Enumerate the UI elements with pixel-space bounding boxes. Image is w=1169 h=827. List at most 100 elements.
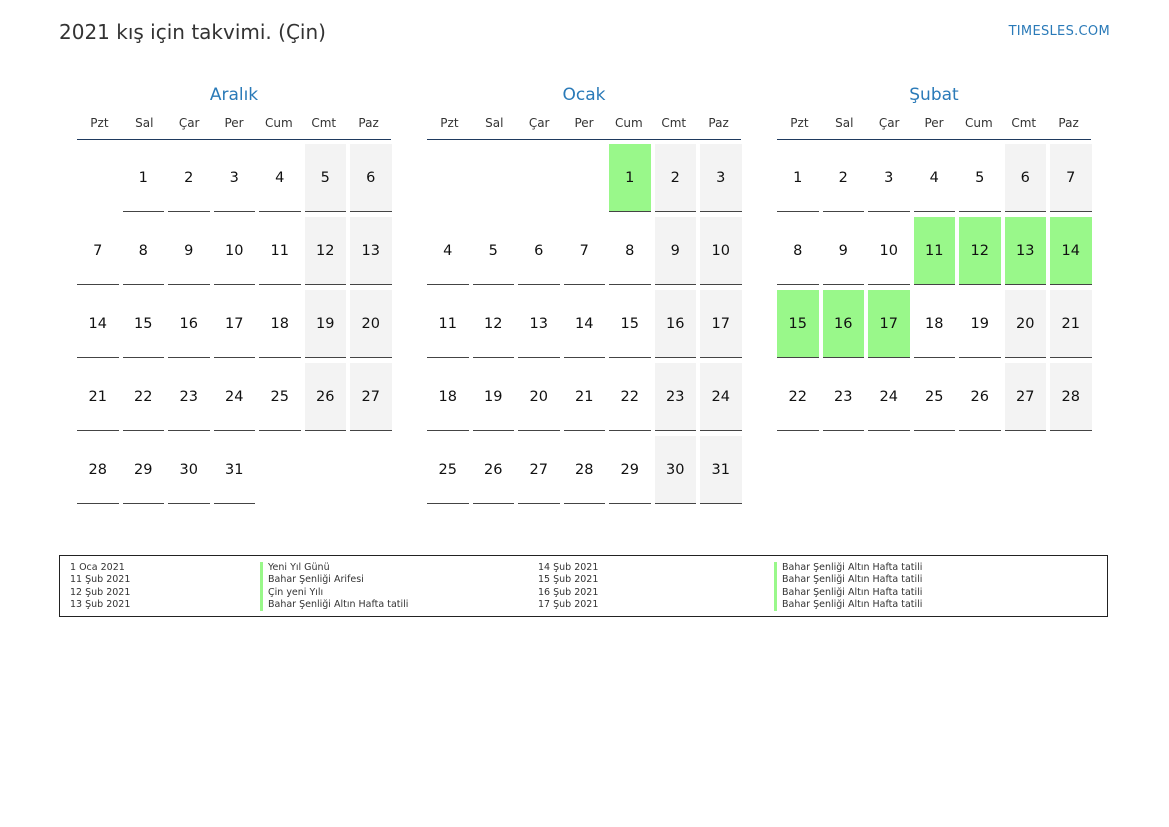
day-cell[interactable]: 20 — [1004, 290, 1046, 358]
day-cell[interactable]: 4 — [259, 144, 301, 212]
day-cell[interactable]: 7 — [563, 217, 605, 285]
day-cell[interactable]: 3 — [700, 144, 742, 212]
holiday-day-cell[interactable]: 11 — [913, 217, 955, 285]
day-cell[interactable]: 24 — [213, 363, 255, 431]
day-cell[interactable]: 21 — [1050, 290, 1092, 358]
holiday-day-cell[interactable]: 14 — [1050, 217, 1092, 285]
day-cell[interactable]: 12 — [304, 217, 346, 285]
day-cell[interactable]: 15 — [609, 290, 651, 358]
holiday-day-cell[interactable]: 17 — [868, 290, 910, 358]
day-cell[interactable]: 1 — [777, 144, 819, 212]
day-cell[interactable]: 3 — [868, 144, 910, 212]
day-cell[interactable]: 12 — [472, 290, 514, 358]
day-cell[interactable]: 29 — [609, 436, 651, 504]
day-cell[interactable]: 8 — [609, 217, 651, 285]
legend-date: 1 Oca 2021 — [70, 562, 125, 573]
day-cell[interactable]: 1 — [122, 144, 164, 212]
day-cell[interactable]: 5 — [472, 217, 514, 285]
holiday-day-cell[interactable]: 12 — [959, 217, 1001, 285]
day-cell[interactable]: 23 — [168, 363, 210, 431]
day-cell[interactable]: 24 — [700, 363, 742, 431]
day-cell[interactable]: 10 — [700, 217, 742, 285]
day-cell[interactable]: 16 — [654, 290, 696, 358]
holiday-day-cell[interactable]: 1 — [609, 144, 651, 212]
day-cell[interactable]: 17 — [213, 290, 255, 358]
day-cell[interactable]: 10 — [213, 217, 255, 285]
day-cell[interactable]: 15 — [122, 290, 164, 358]
day-cell[interactable]: 31 — [213, 436, 255, 504]
day-cell[interactable]: 19 — [304, 290, 346, 358]
day-cell[interactable]: 25 — [427, 436, 469, 504]
day-cell[interactable]: 30 — [654, 436, 696, 504]
day-cell[interactable]: 26 — [959, 363, 1001, 431]
day-cell[interactable]: 11 — [259, 217, 301, 285]
day-cell[interactable]: 30 — [168, 436, 210, 504]
day-cell[interactable]: 2 — [168, 144, 210, 212]
day-cell[interactable]: 17 — [700, 290, 742, 358]
day-cell[interactable]: 23 — [822, 363, 864, 431]
day-cell[interactable]: 13 — [518, 290, 560, 358]
day-cell[interactable]: 27 — [518, 436, 560, 504]
day-cell[interactable]: 23 — [654, 363, 696, 431]
day-cell[interactable]: 4 — [913, 144, 955, 212]
day-cell[interactable]: 26 — [472, 436, 514, 504]
day-cell[interactable]: 27 — [1004, 363, 1046, 431]
day-cell[interactable]: 6 — [350, 144, 392, 212]
weekday-label: Cum — [265, 116, 293, 130]
day-cell[interactable]: 6 — [518, 217, 560, 285]
day-cell[interactable]: 26 — [304, 363, 346, 431]
weekday-header: Pzt Sal Çar Per Cum Cmt Paz — [427, 115, 741, 140]
day-cell[interactable]: 3 — [213, 144, 255, 212]
day-cell[interactable]: 24 — [868, 363, 910, 431]
day-cell[interactable]: 6 — [1004, 144, 1046, 212]
day-cell[interactable]: 22 — [122, 363, 164, 431]
day-cell[interactable]: 27 — [350, 363, 392, 431]
day-cell[interactable]: 13 — [350, 217, 392, 285]
day-cell[interactable]: 29 — [122, 436, 164, 504]
site-link[interactable]: TIMESLES.COM — [1008, 24, 1110, 39]
day-cell[interactable]: 5 — [959, 144, 1001, 212]
month-calendar-february: Şubat Pzt Sal Çar Per Cum Cmt Paz 1 2 3 4 5 6 7 8 9 10 1… — [777, 84, 1092, 431]
day-cell[interactable]: 20 — [350, 290, 392, 358]
day-cell[interactable]: 19 — [472, 363, 514, 431]
legend-holiday-name: Bahar Şenliği Altın Hafta tatili — [774, 574, 922, 587]
day-cell[interactable]: 4 — [427, 217, 469, 285]
weekday-label: Per — [924, 116, 944, 130]
day-cell[interactable]: 16 — [168, 290, 210, 358]
day-cell[interactable]: 9 — [654, 217, 696, 285]
weekday-label: Cum — [615, 116, 643, 130]
day-cell[interactable]: 18 — [259, 290, 301, 358]
day-cell[interactable]: 7 — [1050, 144, 1092, 212]
day-cell[interactable]: 25 — [259, 363, 301, 431]
day-cell[interactable]: 11 — [427, 290, 469, 358]
day-cell[interactable]: 28 — [563, 436, 605, 504]
day-cell[interactable]: 28 — [1050, 363, 1092, 431]
day-cell[interactable]: 22 — [609, 363, 651, 431]
day-cell[interactable]: 2 — [654, 144, 696, 212]
day-cell[interactable]: 18 — [913, 290, 955, 358]
day-cell[interactable]: 8 — [777, 217, 819, 285]
day-cell[interactable]: 7 — [77, 217, 119, 285]
day-cell[interactable]: 14 — [563, 290, 605, 358]
day-cell[interactable]: 31 — [700, 436, 742, 504]
day-cell[interactable]: 9 — [168, 217, 210, 285]
month-name: Şubat — [909, 85, 959, 105]
day-cell[interactable]: 28 — [77, 436, 119, 504]
day-cell[interactable]: 21 — [77, 363, 119, 431]
day-cell[interactable]: 25 — [913, 363, 955, 431]
day-cell[interactable]: 20 — [518, 363, 560, 431]
day-cell[interactable]: 19 — [959, 290, 1001, 358]
day-cell[interactable]: 2 — [822, 144, 864, 212]
day-cell[interactable]: 21 — [563, 363, 605, 431]
day-cell[interactable]: 18 — [427, 363, 469, 431]
day-cell[interactable]: 9 — [822, 217, 864, 285]
holiday-day-cell[interactable]: 16 — [822, 290, 864, 358]
holiday-day-cell[interactable]: 13 — [1004, 217, 1046, 285]
day-cell[interactable]: 5 — [304, 144, 346, 212]
day-cell[interactable]: 8 — [122, 217, 164, 285]
weekday-label: Cmt — [661, 116, 687, 130]
day-cell[interactable]: 22 — [777, 363, 819, 431]
holiday-day-cell[interactable]: 15 — [777, 290, 819, 358]
day-cell[interactable]: 14 — [77, 290, 119, 358]
day-cell[interactable]: 10 — [868, 217, 910, 285]
